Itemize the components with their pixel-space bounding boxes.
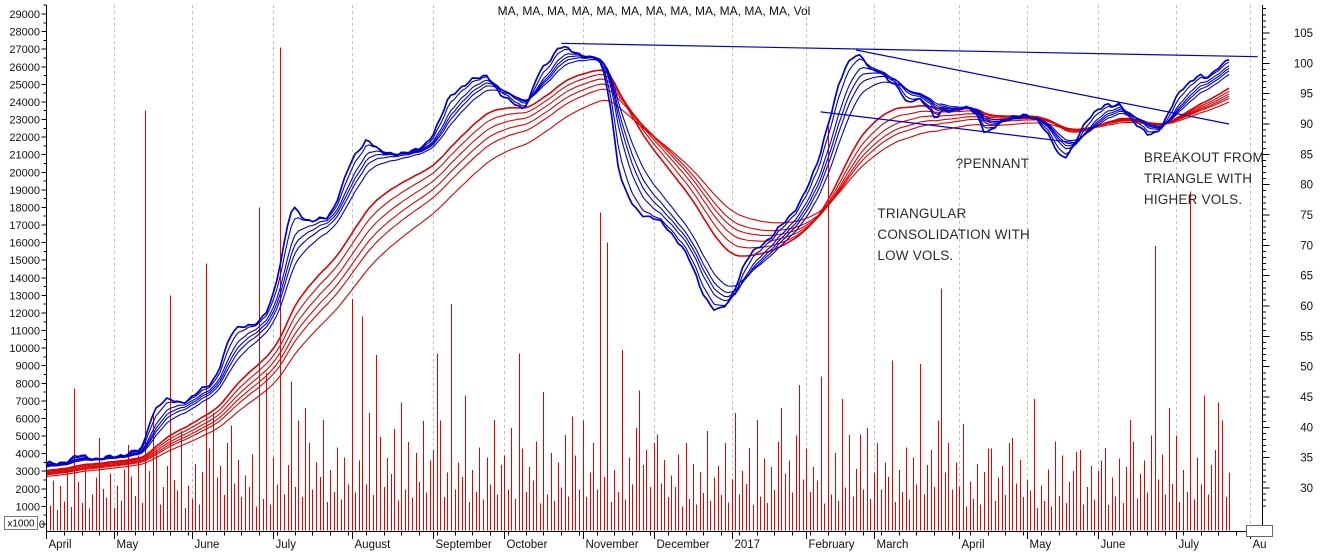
svg-text:13000: 13000 [9,290,40,302]
month-label: 2017 [735,539,761,551]
svg-text:3000: 3000 [16,466,40,478]
svg-text:8000: 8000 [16,378,40,390]
left-axis-zero-label: 0 [39,519,45,531]
svg-text:17000: 17000 [9,220,40,232]
svg-text:35: 35 [1300,453,1313,465]
svg-text:28000: 28000 [9,27,40,39]
month-label: February [809,539,855,551]
svg-text:70: 70 [1300,240,1313,252]
svg-text:20000: 20000 [9,167,40,179]
month-label: March [877,539,909,551]
trendlines [561,42,1258,144]
x-axis-labels: April May June July August September October No… [46,525,1273,551]
month-label: September [436,539,492,551]
svg-text:95: 95 [1300,89,1313,101]
svg-text:55: 55 [1300,331,1313,343]
axis-end-box[interactable] [1246,525,1273,537]
svg-text:19000: 19000 [9,185,40,197]
month-label: June [1101,539,1126,551]
svg-text:23000: 23000 [9,115,40,127]
month-label: Au [1253,539,1267,551]
axis-multiplier-box [4,516,38,530]
svg-text:85: 85 [1300,149,1313,161]
svg-text:100: 100 [1294,58,1313,70]
month-label: November [586,539,639,551]
month-label: June [195,539,220,551]
left-axis-labels: 29000 28000 27000 26000 25000 24000 23000 22000… [4,4,47,531]
svg-text:5000: 5000 [16,431,40,443]
svg-text:18000: 18000 [9,203,40,215]
month-label: July [276,539,297,551]
svg-text:50: 50 [1300,362,1313,374]
month-label: October [507,539,548,551]
svg-text:22000: 22000 [9,132,40,144]
svg-text:25000: 25000 [9,79,40,91]
volume-bars [46,47,1230,531]
svg-text:26000: 26000 [9,62,40,74]
svg-text:6000: 6000 [16,414,40,426]
svg-text:11000: 11000 [10,326,40,338]
month-label: August [355,539,392,551]
svg-text:21000: 21000 [9,150,40,162]
month-label: May [117,539,139,551]
svg-text:30: 30 [1300,483,1313,495]
svg-text:27000: 27000 [9,44,40,56]
svg-text:14000: 14000 [9,273,40,285]
chart-annotation-3: BREAKOUT FROM TRIANGLE WITH HIGHER VOLS. [1143,150,1264,208]
svg-text:40: 40 [1300,422,1313,434]
svg-text:12000: 12000 [9,308,40,320]
svg-text:9000: 9000 [16,361,40,373]
svg-text:4000: 4000 [16,449,40,461]
svg-text:7000: 7000 [16,396,40,408]
month-label: July [1179,539,1200,551]
right-axis-labels: 105 100 95 90 85 80 75 70 65 60 55 50 45 40 35 30 [1262,8,1313,507]
chart-annotation-1: ?PENNANT [955,156,1030,172]
svg-text:45: 45 [1300,392,1313,404]
svg-text:15000: 15000 [9,255,40,267]
svg-text:16000: 16000 [9,238,40,250]
axis-multiplier-label: x1000 [7,519,35,530]
short-ma-lines [45,45,1230,468]
svg-text:105: 105 [1294,28,1313,40]
month-label: December [657,539,710,551]
trendline-long-resistance [561,42,1258,58]
month-label: April [962,539,985,551]
svg-text:29000: 29000 [9,9,40,21]
svg-text:90: 90 [1300,119,1313,131]
chart-annotation-2: TRIANGULAR CONSOLIDATION WITH LOW VOLS. [877,205,1030,263]
trendline-triangle-upper [855,49,1230,125]
trendline-triangle-lower [820,111,1077,144]
month-label: May [1030,539,1052,551]
svg-text:10000: 10000 [9,343,40,355]
svg-text:24000: 24000 [9,97,40,109]
svg-text:2000: 2000 [16,484,40,496]
svg-text:75: 75 [1300,210,1313,222]
svg-text:80: 80 [1300,180,1313,192]
svg-text:1000: 1000 [16,501,40,513]
svg-text:60: 60 [1300,301,1313,313]
month-label: April [49,539,72,551]
svg-text:65: 65 [1300,271,1313,283]
chart-title: MA, MA, MA, MA, MA, MA, MA, MA, MA, MA, … [497,4,811,18]
